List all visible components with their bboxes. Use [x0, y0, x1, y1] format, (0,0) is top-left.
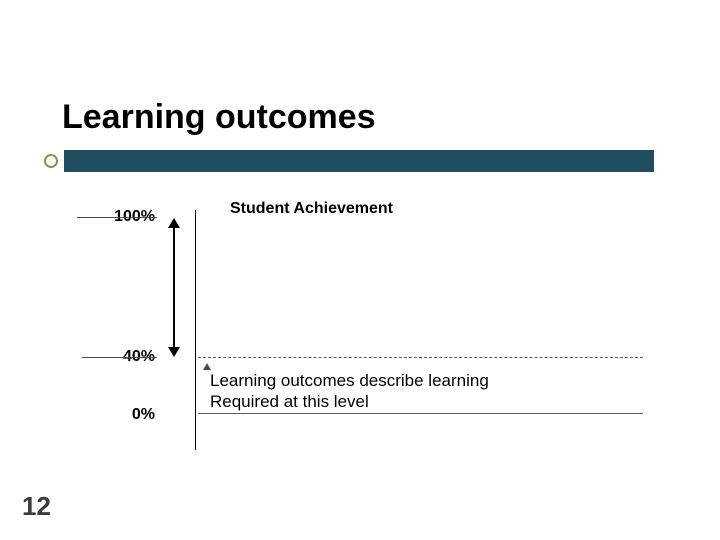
range-arrow-line	[173, 225, 175, 350]
arrowhead-down-icon	[168, 347, 180, 357]
tick-100	[77, 217, 157, 218]
bullet-icon	[44, 154, 58, 168]
y-axis	[195, 210, 196, 450]
arrowhead-up-icon	[168, 218, 180, 228]
chart-subtitle: Student Achievement	[230, 200, 393, 218]
description-line1: Learning outcomes describe learning	[210, 370, 489, 391]
pointer-up-icon	[203, 363, 211, 370]
description-line2: Required at this level	[210, 391, 369, 412]
tick-40	[82, 357, 157, 358]
slide-title: Learning outcomes	[62, 98, 376, 137]
slide: Learning outcomes Student Achievement 10…	[0, 0, 720, 540]
page-number: 12	[22, 491, 51, 522]
title-underline-bar	[64, 150, 654, 172]
y-label-0: 0%	[105, 406, 155, 424]
threshold-dashed-line	[198, 357, 643, 358]
chart-area: Student Achievement 100% 40% 0% Learning…	[60, 200, 660, 460]
zero-line	[198, 413, 643, 414]
